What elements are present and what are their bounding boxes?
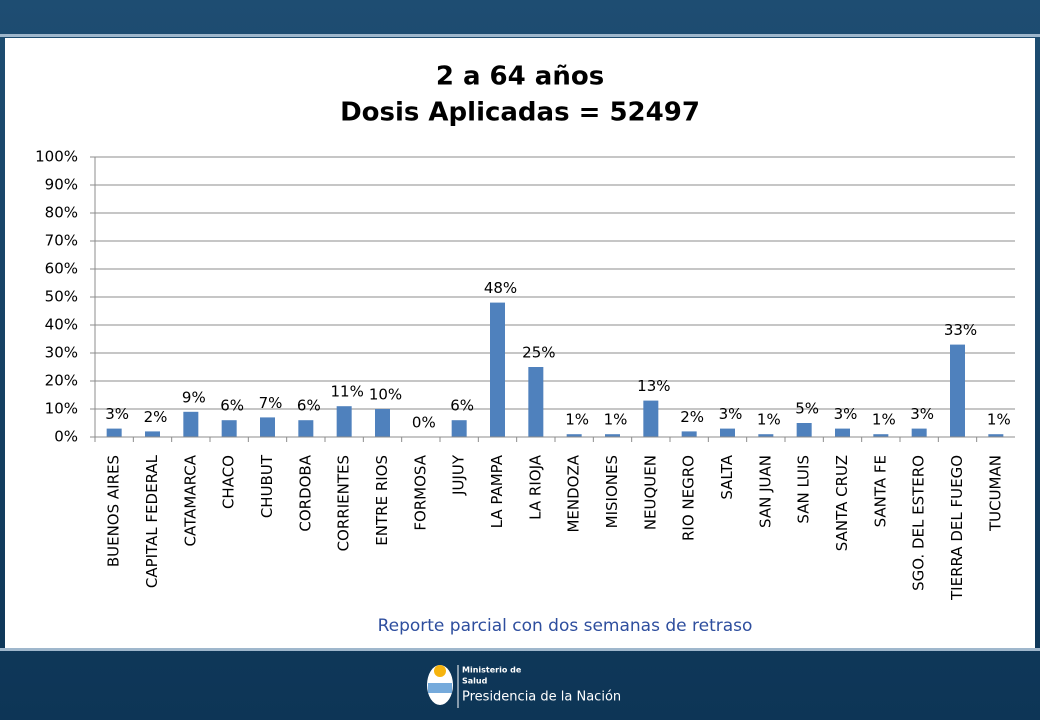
chart-subtitle: Dosis Aplicadas = 52497 (340, 98, 700, 128)
x-tick-label: CORRIENTES (335, 455, 353, 551)
value-label: 0% (412, 414, 436, 432)
value-label: 7% (259, 394, 283, 412)
x-tick-label: SGO. DEL ESTERO (910, 455, 928, 591)
bar (451, 420, 467, 437)
value-label: 3% (834, 405, 858, 423)
bar (260, 417, 275, 437)
bar (490, 302, 505, 437)
x-tick-label: LA RIOJA (526, 454, 544, 520)
bar (375, 409, 390, 437)
logo-text: Presidencia de la Nación (462, 690, 621, 705)
x-tick-label: FORMOSA (411, 454, 429, 530)
y-tick-label: 60% (45, 260, 78, 278)
x-tick-label: MISIONES (603, 455, 621, 528)
bar (298, 420, 314, 437)
bar (566, 434, 582, 437)
bar (796, 423, 812, 437)
x-tick-label: CAPITAL FEDERAL (143, 454, 161, 588)
y-tick-label: 80% (45, 204, 78, 222)
x-tick-label: ENTRE RIOS (373, 455, 391, 546)
x-tick-label: NEUQUEN (641, 455, 659, 530)
x-tick-label: SALTA (718, 454, 736, 499)
value-label: 33% (944, 321, 977, 339)
chart-note: Reporte parcial con dos semanas de retra… (378, 616, 753, 636)
bottom-rule (0, 648, 1040, 651)
y-tick-label: 50% (45, 288, 78, 306)
x-tick-label: TUCUMAN (986, 455, 1004, 532)
bar (605, 434, 620, 437)
value-label: 1% (987, 411, 1011, 429)
slide-area (5, 38, 1035, 648)
chart-title: 2 a 64 años (436, 62, 604, 92)
x-tick-label: SAN JUAN (756, 455, 774, 528)
value-label: 1% (872, 411, 896, 429)
x-tick-label: TIERRA DEL FUEGO (948, 455, 966, 601)
bar (758, 434, 774, 437)
y-tick-label: 0% (54, 428, 78, 446)
y-tick-label: 30% (45, 344, 78, 362)
top-rule (0, 34, 1040, 37)
value-label: 2% (144, 408, 168, 426)
bar (183, 411, 199, 437)
value-label: 2% (680, 408, 704, 426)
x-tick-label: CHACO (220, 455, 238, 509)
bar (835, 428, 850, 437)
value-label: 3% (105, 405, 129, 423)
logo-text: Ministerio de (462, 666, 522, 675)
value-label: 1% (604, 411, 628, 429)
x-tick-label: CORDOBA (296, 454, 314, 531)
value-label: 3% (719, 405, 743, 423)
x-tick-label: SANTA FE (871, 455, 889, 527)
x-tick-label: SAN LUIS (795, 455, 813, 524)
x-tick-label: LA PAMPA (488, 454, 506, 528)
bar (221, 420, 237, 437)
x-tick-label: BUENOS AIRES (105, 455, 123, 567)
value-label: 25% (522, 344, 555, 362)
bar (720, 428, 735, 437)
x-tick-label: CHUBUT (258, 454, 276, 518)
bar (145, 431, 160, 437)
value-label: 5% (795, 400, 819, 418)
logo-emblem (427, 665, 453, 705)
logo-text: Salud (462, 677, 488, 686)
value-label: 6% (220, 397, 244, 415)
bar (336, 406, 352, 437)
value-label: 9% (182, 388, 206, 406)
y-tick-label: 20% (45, 372, 78, 390)
bar (911, 428, 927, 437)
value-label: 13% (637, 377, 670, 395)
value-label: 6% (450, 397, 474, 415)
value-label: 1% (565, 411, 589, 429)
value-label: 1% (757, 411, 781, 429)
x-tick-label: SANTA CRUZ (833, 455, 851, 551)
value-label: 3% (910, 405, 934, 423)
value-label: 6% (297, 397, 321, 415)
y-tick-label: 40% (45, 316, 78, 334)
bar (873, 434, 889, 437)
x-tick-label: JUJUY (450, 454, 468, 496)
y-tick-label: 70% (45, 232, 78, 250)
value-label: 10% (369, 386, 402, 404)
value-label: 11% (330, 383, 363, 401)
bar (950, 344, 965, 437)
bar (528, 367, 544, 437)
x-tick-label: CATAMARCA (181, 454, 199, 546)
bar (988, 434, 1004, 437)
bar (681, 431, 697, 437)
y-tick-label: 10% (45, 400, 78, 418)
y-tick-label: 90% (45, 176, 78, 194)
bar (106, 428, 122, 437)
x-tick-label: RIO NEGRO (680, 455, 698, 541)
value-label: 48% (484, 279, 517, 297)
x-tick-label: MENDOZA (565, 454, 583, 532)
y-tick-label: 100% (35, 148, 78, 166)
bar (643, 400, 659, 437)
